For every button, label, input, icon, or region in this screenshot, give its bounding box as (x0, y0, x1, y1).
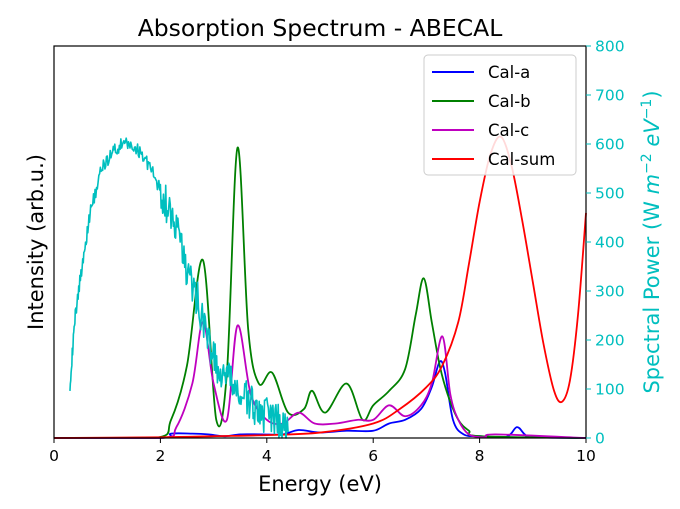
x-tick-label: 6 (368, 447, 378, 465)
x-tick-label: 10 (576, 447, 596, 465)
x-tick-label: 4 (262, 447, 272, 465)
right-y-tick-label: 800 (595, 38, 625, 56)
right-label-part-3: −2 (639, 153, 655, 174)
right-label-part-5: eV (640, 118, 664, 147)
right-y-tick-label: 100 (595, 381, 625, 399)
right-y-tick-label: 300 (595, 283, 625, 301)
legend-label-cal-a: Cal-a (488, 63, 530, 82)
right-label-part-7: ) (640, 90, 664, 98)
series-line-solar-spectrum (69, 137, 289, 439)
x-tick-label: 2 (155, 447, 165, 465)
right-label-part-2: m (640, 174, 664, 194)
right-label-part-4 (640, 147, 664, 154)
x-axis: 0 2 4 6 8 10 (49, 438, 596, 465)
legend-label-cal-b: Cal-b (488, 92, 531, 111)
legend-box (423, 54, 577, 176)
legend: Cal-a Cal-b Cal-c Cal-sum (423, 54, 577, 176)
right-y-tick-label: 500 (595, 185, 625, 203)
x-tick-label: 8 (475, 447, 485, 465)
left-y-axis-label: Intensity (arb.u.) (24, 154, 48, 330)
legend-label-cal-sum: Cal-sum (488, 150, 555, 169)
right-y-tick-label: 600 (595, 136, 625, 154)
x-tick-label: 0 (49, 447, 59, 465)
legend-label-cal-c: Cal-c (488, 121, 529, 140)
chart-title: Absorption Spectrum - ABECAL (138, 14, 503, 42)
right-y-axis-label: Spectral Power (W m−2 eV−1) (639, 90, 664, 393)
series-line-cal-sum (53, 135, 587, 439)
series-line-cal-b (53, 146, 587, 439)
series-layer (53, 135, 587, 439)
series-line-cal-c (53, 320, 587, 439)
series-line-cal-a (53, 360, 587, 439)
right-y-tick-label: 700 (595, 87, 625, 105)
right-label-part-6: −1 (639, 99, 655, 120)
x-axis-label: Energy (eV) (258, 472, 382, 496)
right-y-tick-label: 0 (595, 430, 605, 448)
right-label-part-1: Spectral Power (W (640, 194, 664, 393)
right-y-tick-label: 400 (595, 234, 625, 252)
right-y-axis: 0 100 200 300 400 500 600 700 800 (586, 38, 625, 448)
right-y-tick-label: 200 (595, 332, 625, 350)
